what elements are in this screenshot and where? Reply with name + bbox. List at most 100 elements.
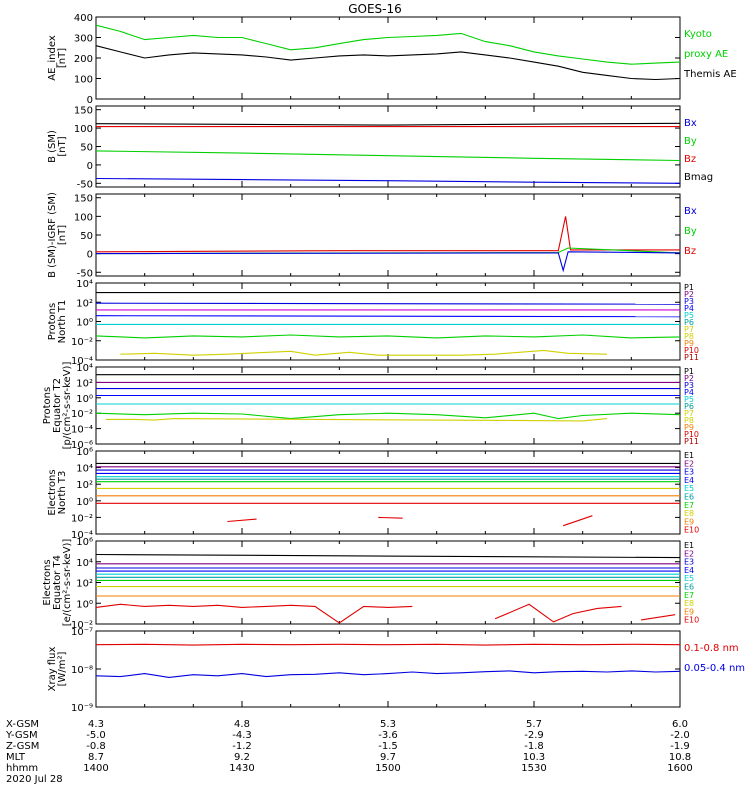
legend-label: P3 [684, 297, 694, 306]
legend-label: E10 [684, 526, 699, 535]
legend-label: P6 [684, 318, 694, 327]
legend-label: P6 [684, 402, 694, 411]
legend-label: E10 [684, 616, 699, 625]
plot-title: GOES-16 [348, 2, 402, 16]
x-row-value: 9.7 [380, 752, 396, 763]
series-fragment [641, 614, 676, 621]
y-tick-label: 100 [74, 124, 93, 135]
legend-label: E7 [684, 501, 694, 510]
series-line-0-05-0-4-nm [95, 670, 681, 678]
series-fragment [378, 516, 403, 519]
legend-label: E6 [684, 583, 694, 592]
legend-label: E4 [684, 476, 694, 485]
legend-label: E2 [684, 459, 694, 468]
y-tick-label: 200 [74, 54, 93, 65]
y-tick-label: 10⁰ [76, 318, 93, 329]
y-tick-label: 0 [87, 95, 93, 106]
legend-label: E3 [684, 468, 694, 477]
legend-label: E3 [684, 558, 694, 567]
y-axis-label: [e/(cm²-s-sr-keV)] [62, 539, 73, 627]
y-tick-label: 10⁴ [76, 464, 93, 475]
y-tick-label: 10² [76, 378, 93, 389]
legend-label: P1 [684, 283, 694, 292]
legend-label: E1 [684, 451, 694, 460]
x-row-value: 1600 [667, 763, 692, 774]
y-tick-label: 50 [80, 143, 93, 154]
x-row-value: -1.8 [524, 741, 544, 752]
legend-label: E4 [684, 566, 694, 575]
y-axis-label: Equator T4 [52, 555, 63, 610]
x-row-value: 1430 [229, 763, 254, 774]
legend-label: E5 [684, 484, 694, 493]
y-tick-label: 10⁻² [71, 513, 93, 524]
y-tick-label: 50 [80, 231, 93, 242]
y-axis-label: Electrons [42, 559, 53, 605]
y-tick-label: -50 [77, 179, 93, 190]
legend-label: P9 [684, 339, 694, 348]
x-row-label: X-GSM [6, 719, 39, 730]
series-line-0-1-0-8-nm [95, 643, 681, 646]
legend-label: E8 [684, 599, 694, 608]
series-line-bmag [95, 122, 681, 126]
x-axis-labels: X-GSM 4.3 4.8 5.3 5.7 6.0 Y-GSM -5.0 -4.3 -3.6 -2.… [5, 719, 693, 785]
y-tick-label: 10⁻² [71, 337, 93, 348]
x-row-value: -2.0 [670, 730, 690, 741]
series-fragment [227, 518, 257, 523]
legend-label: 0.05-0.4 nm [684, 663, 745, 674]
legend-label: E7 [684, 591, 694, 600]
x-row-value: 5.7 [526, 719, 542, 730]
panel-p_t1: 10⁴ 10² 10⁰ 10⁻² 10⁻⁴ Protons North T1 P1P2P3P4… [47, 279, 699, 367]
legend-label: Bmag [684, 172, 713, 183]
y-tick-label: 10⁰ [76, 394, 93, 405]
y-axis-label: [p/(cm²-s-sr-keV)] [62, 362, 73, 450]
legend-label: P7 [684, 409, 694, 418]
x-row-value: 10.8 [669, 752, 691, 763]
legend-label: P2 [684, 374, 694, 383]
series-line-p3 [95, 302, 681, 305]
legend-label: By [684, 226, 697, 237]
legend-label: E5 [684, 574, 694, 583]
series-line-bz [95, 216, 680, 253]
legend-label: E6 [684, 493, 694, 502]
legend-label: P9 [684, 423, 694, 432]
panel-frame [95, 16, 681, 100]
series-fragment [494, 603, 622, 623]
legend-label: P1 [684, 367, 694, 376]
series-line-e1 [95, 553, 681, 559]
x-row-label: Y-GSM [5, 730, 38, 741]
panel-p_t2: 10⁴ 10² 10⁰ 10⁻² 10⁻⁴ 10⁻⁶ Protons Equator T2 [p… [42, 362, 699, 451]
x-row-value: 4.3 [88, 719, 104, 730]
y-tick-label: 0 [87, 250, 93, 261]
series-line-e10 [95, 603, 413, 624]
legend-label: P10 [684, 346, 699, 355]
y-tick-label: 150 [74, 106, 93, 117]
y-axis-label: North T1 [57, 300, 68, 344]
series-fragment [563, 515, 593, 527]
panel-frame [95, 105, 681, 188]
y-axis-label: B (SM) [47, 130, 58, 163]
y-axis-label: Protons [42, 387, 53, 424]
y-tick-label: 10⁻⁸ [71, 665, 93, 676]
series-line-bx [95, 251, 681, 273]
legend-label: Bx [684, 118, 697, 129]
legend-label: P4 [684, 388, 694, 397]
panel-e_t4: 10⁶ 10⁴ 10² 10⁰ 10⁻² Electrons Equator T4 [e/(c… [42, 537, 699, 631]
y-tick-label: 10⁻⁴ [71, 425, 93, 436]
y-axis-label: B (SM)-IGRF (SM) [47, 192, 58, 278]
series-line-p8 [95, 412, 681, 420]
y-tick-label: 10⁰ [76, 599, 93, 610]
x-row-value: 9.2 [234, 752, 250, 763]
panel-ae: 400 300 200 100 0 AE_index [nT] Kyoto proxy AE Th… [47, 13, 737, 106]
series-line-kyoto-proxy-ae [95, 24, 681, 65]
series-line-bx [95, 177, 681, 184]
y-axis-label: Xray flux [47, 647, 58, 692]
panel-bigrf: 150 100 50 0 -50 B (SM)-IGRF (SM) [nT] Bx By Bz [47, 192, 697, 279]
x-row-value: 10.3 [523, 752, 545, 763]
y-tick-label: 10⁶ [76, 447, 93, 458]
y-axis-label: [W/m²] [57, 651, 68, 686]
series-line-p8 [95, 334, 681, 339]
x-row-value: -1.9 [670, 741, 690, 752]
y-tick-label: 10² [76, 298, 93, 309]
